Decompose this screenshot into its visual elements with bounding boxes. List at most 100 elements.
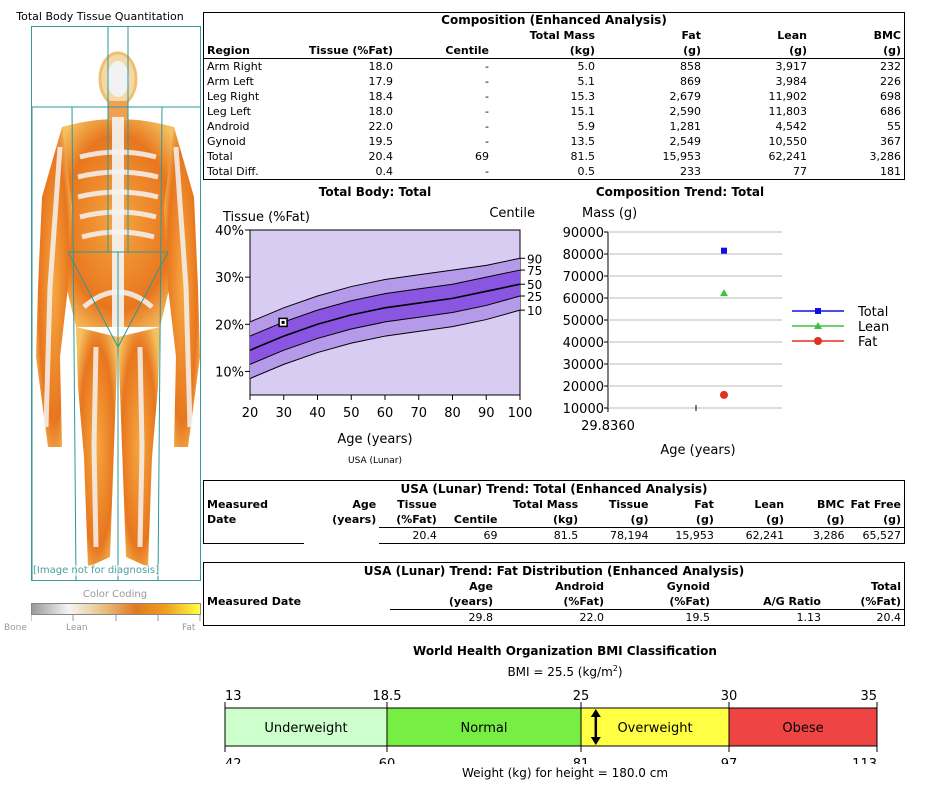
trend-table: USA (Lunar) Trend: Total (Enhanced Analy… [203,480,905,544]
header-total-mass: Total Mass [529,29,595,42]
composition-rows: Arm Right 18.0 - 5.0 858 3,917 232 Arm Left 17.9… [204,59,904,180]
header-total-mass-unit: (kg) [492,43,598,59]
cell-fat-free: 65,527 [847,527,904,544]
cell-fat: 15,953 [651,527,717,544]
fd-th-measured-date: Measured Date [207,595,302,609]
tb-patient-point-center [281,320,285,324]
th-centile: Centile [439,512,501,528]
bmi-category-label: Obese [782,721,823,736]
total-body-chart-title: Total Body: Total [318,185,432,199]
tb-y2label: Centile [489,206,535,221]
legend-label-total: Total [857,305,888,320]
tb-y-tick-label: 40% [215,224,244,239]
cell-tissue: 20.4 [379,527,440,544]
tb-x-tick-label: 80 [444,406,461,421]
cell-region: Total Diff. [207,165,259,178]
ct-y-tick-label: 70000 [563,270,604,285]
ct-x-tick-label: 29.8360 [581,419,635,434]
cell-centile: - [485,75,489,88]
trend-grid: Measured Age Tissue Total Mass Tissue Fa… [204,497,904,544]
th-lean: Lean [754,498,785,511]
bmi-tick-label: 30 [721,689,738,704]
table-row: 29.8 22.0 19.5 1.13 20.4 [204,609,904,626]
cell-bmc: 3,286 [869,150,902,163]
header-bmc: BMC [873,29,901,42]
cell-fat: 2,549 [669,135,702,148]
cell-lean: 3,917 [775,60,808,73]
cell-tissue: 0.4 [375,165,394,178]
tb-ylabel: Tissue (%Fat) [222,210,310,225]
cell-total-mass: 15.3 [570,90,596,103]
cell-centile: 69 [475,150,489,163]
cell-lean: 62,241 [768,150,808,163]
cell-bmc: 367 [880,135,901,148]
bmi-value: BMI = 25.5 (kg/m2) [507,664,623,679]
bmi-marker-arrow-down [590,737,601,745]
cell-region: Total [207,150,233,163]
cell-region: Android [207,120,250,133]
cell-tissue: 19.5 [368,135,394,148]
legend-label-fat: Fat [858,335,877,350]
th-age: Age [352,498,377,511]
ct-y-tick-label: 60000 [563,292,604,307]
header-lean: Lean [777,29,807,42]
bmi-category-overweight [580,707,730,747]
cell-lean: 62,241 [716,527,788,544]
color-coding-label: Color Coding [82,589,148,600]
cell-bmc: 181 [880,165,901,178]
fd-cell-android: 22.0 [496,609,607,626]
who-title: World Health Organization BMI Classifica… [413,644,717,658]
th-fat-free-unit: (g) [847,512,904,528]
body-scan-image [31,26,201,581]
header-fat: Fat [681,29,701,42]
cell-fat: 858 [680,60,701,73]
bmi-category-label: Underweight [264,721,347,736]
composition-grid: Total Mass Fat Lean BMC Region Tissue (%… [204,28,904,179]
th-tissue: Tissue [397,498,437,511]
th-measured: Measured [207,498,268,511]
legend-marker [815,308,821,314]
table-row: Total 20.4 69 81.5 15,953 62,241 3,286 [204,149,904,164]
cell-tissue: 18.0 [368,60,394,73]
th-tissue-g: Tissue [608,498,649,511]
bmi-category-label: Overweight [617,721,692,736]
cell-fat: 233 [680,165,701,178]
cell-region: Gynoid [207,135,246,148]
weight-tick-label: 42 [225,757,242,764]
fd-cell-age: 29.8 [390,609,496,626]
tb-x-tick-label: 60 [377,406,394,421]
bmi-category-label: Normal [460,721,507,736]
tb-centile-label: 75 [527,264,542,278]
cell-centile: 69 [439,527,501,544]
composition-trend-chart: Mass (g) 10000 20000 30000 40000 50000 60000 7… [563,206,890,458]
tb-x-tick-label: 40 [309,406,326,421]
fd-th-ag-ratio: A/G Ratio [713,594,824,610]
ct-xlabel: Age (years) [660,443,735,458]
trend-caption: USA (Lunar) Trend: Total (Enhanced Analy… [400,482,708,496]
fat-distribution-grid: Age Android Gynoid Total Measured Date (… [204,579,904,626]
tb-y-tick-label: 10% [215,365,244,380]
tb-x-tick-label: 50 [343,406,360,421]
th-fat-unit: (g) [651,512,717,528]
cell-fat: 2,679 [669,90,702,103]
th-bmc: BMC [817,498,845,511]
bmi-tick-label: 13 [225,689,242,704]
scale-label-bone: Bone [4,623,27,633]
tb-centile-line-90 [249,257,521,323]
tb-x-tick-label: 100 [508,406,533,421]
cell-bmc: 226 [880,75,901,88]
tb-x-tick-label: 90 [478,406,495,421]
th-tissue-g-unit: (g) [581,512,652,528]
th-total-mass: Total Mass [512,498,579,511]
tb-centile-label: 50 [527,278,542,292]
bmi-scale-group: Underweight Normal Overweight Obese 13 18.5 25… [224,689,878,764]
th-age-unit: (years) [332,513,377,527]
cell-bmc: 55 [887,120,901,133]
header-region: Region [204,43,290,59]
tb-band-inner [250,270,520,365]
cell-lean: 77 [793,165,807,178]
fd-th-android: Android [555,580,604,593]
cell-total-mass: 13.5 [570,135,596,148]
